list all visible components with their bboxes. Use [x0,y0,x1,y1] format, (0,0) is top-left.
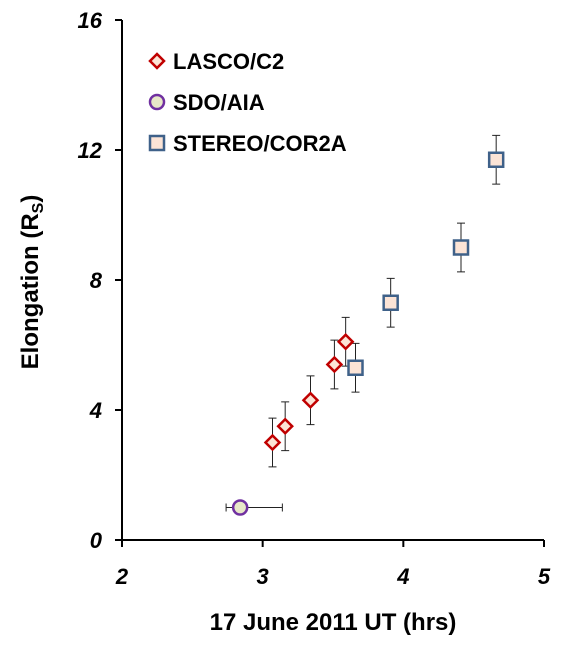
axes [115,19,545,547]
legend-label-lasco-c2: LASCO/C2 [173,49,284,74]
error-bars-layer [225,134,501,512]
legend-marker-stereo-cor2a [148,134,166,152]
legend: LASCO/C2 SDO/AIA STEREO/COR2A [148,49,347,156]
data-point-lasco-c2 [301,391,320,410]
x-tick-label: 5 [538,564,551,589]
data-point-stereo-cor2a [452,239,470,256]
x-tick-label: 3 [257,564,269,589]
data-point-stereo-cor2a [487,151,505,168]
x-axis-title: 17 June 2011 UT (hrs) [210,609,457,636]
data-point-sdo-aia [231,499,249,516]
y-tick-label: 0 [90,528,103,553]
y-tick-label: 4 [89,398,102,423]
y-axis-title: Elongation (RS) [17,195,47,370]
data-point-lasco-c2 [325,355,344,374]
y-tick-label: 16 [78,8,103,33]
y-tick-label: 8 [90,268,103,293]
data-point-lasco-c2 [336,332,355,351]
tick-labels: 2 3 4 5 0 4 8 12 16 [78,8,551,589]
x-tick-label: 2 [115,564,129,589]
y-tick-label: 12 [78,138,103,163]
x-tick-label: 4 [396,564,409,589]
legend-marker-sdo-aia [148,93,166,111]
data-point-lasco-c2 [263,433,282,452]
data-point-lasco-c2 [276,417,294,436]
legend-label-stereo-cor2a: STEREO/COR2A [173,131,347,156]
legend-label-sdo-aia: SDO/AIA [173,90,265,115]
legend-marker-lasco-c2 [148,52,166,70]
data-point-stereo-cor2a [382,294,399,311]
data-points-layer [231,151,505,516]
data-point-stereo-cor2a [347,359,364,376]
